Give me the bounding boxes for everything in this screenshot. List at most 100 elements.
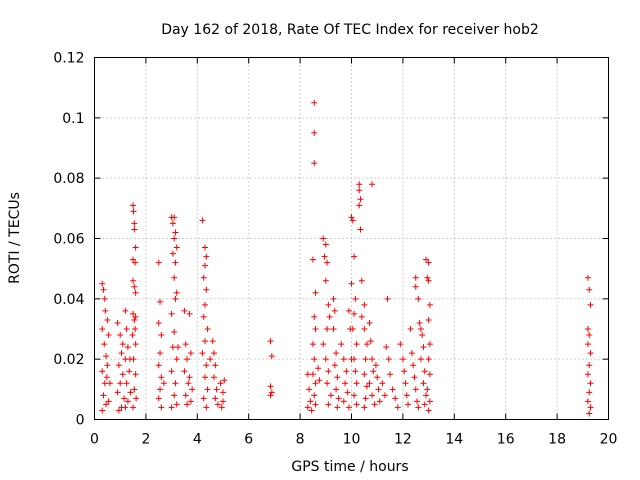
data-point (182, 392, 189, 399)
data-point (353, 401, 360, 408)
data-point (158, 404, 165, 411)
data-point (587, 380, 594, 387)
data-point (412, 283, 419, 290)
x-tick-label: 6 (244, 432, 253, 448)
data-point (363, 383, 370, 390)
data-point (101, 380, 108, 387)
x-tick-label: 16 (497, 432, 515, 448)
x-tick-label: 14 (445, 432, 463, 448)
data-point (403, 392, 410, 399)
data-point (361, 326, 368, 332)
data-point (220, 398, 226, 405)
data-point (267, 338, 274, 345)
data-point (389, 386, 396, 393)
data-point (132, 326, 139, 332)
x-tick-label: 20 (600, 432, 618, 448)
data-point (126, 368, 133, 375)
data-point (426, 301, 433, 308)
data-point (586, 410, 593, 417)
data-point (371, 401, 378, 408)
y-tick-label: 0.12 (53, 51, 84, 67)
data-point (181, 307, 188, 314)
data-point (356, 181, 363, 188)
data-point (338, 341, 345, 348)
data-point (362, 395, 369, 402)
x-axis-title: GPS time / hours (291, 459, 408, 475)
data-point (129, 332, 136, 339)
data-point (366, 380, 373, 387)
data-point (123, 380, 130, 387)
data-point (327, 392, 334, 399)
data-point (101, 295, 108, 302)
data-point (363, 341, 370, 348)
data-point (587, 404, 594, 411)
data-point (171, 392, 178, 399)
chart-title: Day 162 of 2018, Rate Of TEC Index for r… (161, 22, 539, 38)
data-point (586, 389, 593, 396)
data-point (423, 256, 430, 263)
data-point (131, 386, 138, 393)
data-point (187, 398, 194, 405)
data-point (586, 362, 593, 369)
data-point (132, 289, 139, 296)
y-tick-label: 0.08 (53, 171, 84, 187)
x-tick-label: 8 (296, 432, 305, 448)
data-point (106, 380, 113, 387)
data-point (211, 350, 218, 357)
data-point (311, 356, 318, 363)
data-point (103, 401, 110, 408)
data-point (587, 301, 594, 308)
data-point (316, 377, 323, 384)
data-point (268, 353, 275, 360)
data-point (115, 362, 122, 369)
data-point (187, 350, 194, 357)
data-point (122, 404, 129, 411)
data-point (381, 392, 388, 399)
data-point (131, 226, 138, 233)
data-point (200, 274, 207, 281)
data-point (157, 350, 164, 357)
data-point (376, 398, 383, 405)
data-point (99, 280, 106, 287)
data-point (124, 344, 131, 351)
y-tick-label: 0.06 (53, 232, 84, 248)
data-point (325, 368, 332, 375)
data-point (307, 398, 314, 405)
data-point (352, 368, 359, 375)
data-point (171, 214, 178, 221)
data-point (130, 202, 137, 209)
data-point (357, 226, 364, 233)
data-point (351, 310, 358, 317)
data-point (312, 326, 319, 332)
data-point (311, 129, 318, 136)
data-point (357, 196, 364, 203)
data-point (349, 217, 356, 224)
data-point (426, 341, 433, 348)
data-point (173, 289, 180, 296)
data-point (324, 326, 331, 332)
data-point (306, 386, 313, 393)
data-point (101, 341, 108, 348)
data-point (325, 301, 332, 308)
data-point (173, 401, 180, 408)
data-point (132, 259, 139, 266)
data-point (304, 371, 311, 378)
data-point (155, 259, 162, 266)
data-point (401, 368, 408, 375)
data-point (155, 319, 162, 326)
data-point (425, 277, 432, 284)
data-point (102, 307, 109, 314)
data-points (99, 99, 594, 417)
data-point (122, 307, 129, 314)
data-point (366, 319, 373, 326)
data-point (322, 277, 329, 284)
data-point (410, 362, 417, 369)
data-point (172, 259, 179, 266)
data-point (132, 341, 139, 348)
data-point (117, 380, 124, 387)
data-point (105, 398, 112, 405)
data-point (407, 326, 414, 332)
data-point (394, 404, 401, 411)
data-point (334, 374, 341, 381)
y-tick-label: 0 (76, 413, 85, 429)
